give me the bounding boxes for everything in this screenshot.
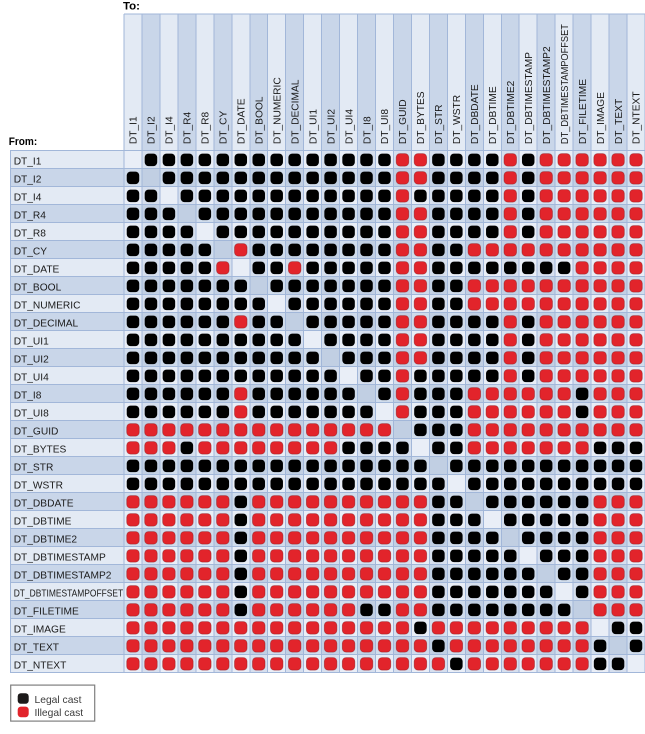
svg-text:DT_FILETIME: DT_FILETIME xyxy=(14,606,79,617)
svg-text:DT_DATE: DT_DATE xyxy=(14,264,60,275)
svg-text:DT_I8: DT_I8 xyxy=(14,390,42,401)
svg-text:DT_R8: DT_R8 xyxy=(201,111,212,144)
svg-text:DT_DBTIMESTAMP: DT_DBTIMESTAMP xyxy=(14,552,106,563)
svg-text:DT_I4: DT_I4 xyxy=(14,192,42,203)
svg-text:DT_CY: DT_CY xyxy=(219,110,230,144)
svg-text:DT_IMAGE: DT_IMAGE xyxy=(596,92,607,144)
svg-text:DT_WSTR: DT_WSTR xyxy=(452,95,463,144)
svg-text:DT_UI8: DT_UI8 xyxy=(14,408,49,419)
svg-text:DT_TEXT: DT_TEXT xyxy=(614,99,625,144)
svg-text:DT_CY: DT_CY xyxy=(14,246,48,257)
svg-text:DT_UI4: DT_UI4 xyxy=(14,372,49,383)
svg-text:DT_WSTR: DT_WSTR xyxy=(14,480,63,491)
svg-text:DT_DBTIMESTAMP2: DT_DBTIMESTAMP2 xyxy=(14,570,112,581)
svg-text:DT_DBTIMESTAMP2: DT_DBTIMESTAMP2 xyxy=(542,46,553,144)
svg-text:DT_STR: DT_STR xyxy=(434,104,445,144)
svg-text:To:: To: xyxy=(123,0,140,12)
svg-text:DT_R8: DT_R8 xyxy=(14,228,47,239)
svg-text:DT_DECIMAL: DT_DECIMAL xyxy=(290,79,301,144)
svg-text:DT_UI8: DT_UI8 xyxy=(380,109,391,144)
svg-text:DT_NUMERIC: DT_NUMERIC xyxy=(272,77,283,144)
svg-text:DT_GUID: DT_GUID xyxy=(14,426,59,437)
svg-text:DT_I8: DT_I8 xyxy=(362,116,373,144)
svg-text:DT_UI1: DT_UI1 xyxy=(308,109,319,144)
svg-text:DT_DBTIMESTAMPOFFSET: DT_DBTIMESTAMPOFFSET xyxy=(560,24,571,144)
svg-text:DT_DBTIME: DT_DBTIME xyxy=(488,86,499,144)
svg-text:From:: From: xyxy=(9,136,38,148)
svg-text:DT_FILETIME: DT_FILETIME xyxy=(578,79,589,144)
svg-text:DT_NTEXT: DT_NTEXT xyxy=(14,660,67,671)
svg-text:DT_UI2: DT_UI2 xyxy=(326,109,337,144)
svg-text:DT_GUID: DT_GUID xyxy=(398,99,409,144)
svg-text:DT_DBDATE: DT_DBDATE xyxy=(470,84,481,144)
svg-text:DT_UI4: DT_UI4 xyxy=(344,109,355,144)
svg-text:Legal cast: Legal cast xyxy=(35,695,82,706)
svg-text:DT_DBTIMESTAMP: DT_DBTIMESTAMP xyxy=(524,52,535,144)
svg-text:DT_DBTIMESTAMPOFFSET: DT_DBTIMESTAMPOFFSET xyxy=(14,588,124,599)
svg-text:DT_DBTIME: DT_DBTIME xyxy=(14,516,72,527)
svg-text:DT_DBTIME2: DT_DBTIME2 xyxy=(14,534,78,545)
svg-text:DT_DATE: DT_DATE xyxy=(236,98,247,144)
svg-text:DT_DECIMAL: DT_DECIMAL xyxy=(14,318,79,329)
svg-text:DT_NUMERIC: DT_NUMERIC xyxy=(14,300,81,311)
svg-text:DT_I1: DT_I1 xyxy=(129,116,140,144)
svg-text:Illegal cast: Illegal cast xyxy=(35,708,84,719)
svg-text:DT_I1: DT_I1 xyxy=(14,156,42,167)
svg-text:DT_I4: DT_I4 xyxy=(165,116,176,144)
svg-text:DT_IMAGE: DT_IMAGE xyxy=(14,624,66,635)
svg-text:DT_DBTIME2: DT_DBTIME2 xyxy=(506,80,517,144)
svg-text:DT_UI1: DT_UI1 xyxy=(14,336,49,347)
svg-text:DT_I2: DT_I2 xyxy=(14,174,42,185)
svg-text:DT_NTEXT: DT_NTEXT xyxy=(632,91,643,144)
svg-text:DT_DBDATE: DT_DBDATE xyxy=(14,498,74,509)
svg-text:DT_R4: DT_R4 xyxy=(183,111,194,144)
svg-text:DT_I2: DT_I2 xyxy=(147,116,158,144)
svg-text:DT_TEXT: DT_TEXT xyxy=(14,642,59,653)
svg-text:DT_R4: DT_R4 xyxy=(14,210,47,221)
svg-text:DT_STR: DT_STR xyxy=(14,462,54,473)
svg-text:DT_BOOL: DT_BOOL xyxy=(14,282,62,293)
svg-text:DT_BYTES: DT_BYTES xyxy=(416,91,427,144)
svg-text:DT_BOOL: DT_BOOL xyxy=(254,96,265,144)
svg-text:DT_UI2: DT_UI2 xyxy=(14,354,49,365)
svg-text:DT_BYTES: DT_BYTES xyxy=(14,444,67,455)
